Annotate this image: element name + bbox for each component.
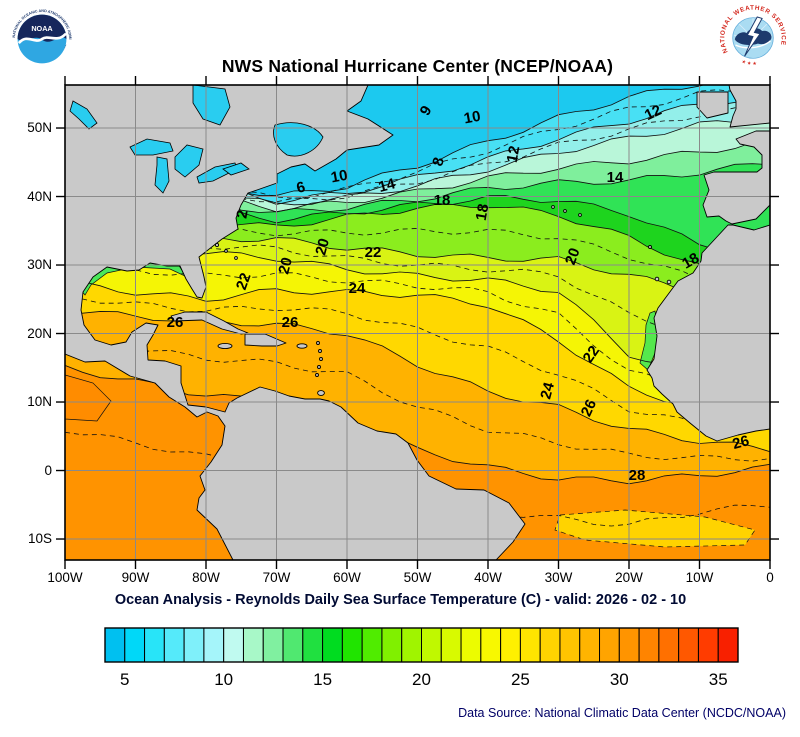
- land-britain: [728, 85, 770, 128]
- svg-text:10: 10: [463, 108, 482, 128]
- lake-winnipeg: [69, 100, 98, 130]
- svg-text:18: 18: [473, 203, 493, 222]
- svg-text:26: 26: [578, 397, 600, 419]
- svg-text:22: 22: [580, 343, 603, 366]
- land-france-iberia: [702, 130, 770, 225]
- colorbar-label-30: 30: [609, 670, 629, 689]
- land-africa: [646, 224, 770, 442]
- lake-ontario: [222, 162, 250, 176]
- lon-label-0: 0: [766, 570, 774, 585]
- svg-text:22: 22: [233, 271, 255, 292]
- land-cuba: [170, 311, 249, 335]
- axis-ticks: [56, 76, 779, 569]
- nws-ring-stars: ★ ★ ★: [741, 59, 758, 67]
- graticule: [65, 85, 770, 560]
- lon-label-50W: 50W: [403, 570, 432, 585]
- map-caption: Ocean Analysis - Reynolds Daily Sea Surf…: [114, 592, 687, 608]
- lon-label-30W: 30W: [544, 570, 573, 585]
- lakes-and-bays: [69, 85, 324, 194]
- svg-text:2: 2: [233, 209, 251, 220]
- land-small-islands: [214, 205, 672, 396]
- svg-text:24: 24: [537, 380, 558, 401]
- svg-text:14: 14: [607, 169, 624, 186]
- colorbar-label-20: 20: [412, 670, 431, 689]
- lon-label-90W: 90W: [121, 570, 150, 585]
- svg-text:26: 26: [167, 314, 184, 331]
- nws-logo: NATIONAL WEATHER SERVICE ★ ★ ★: [718, 3, 788, 73]
- map-frame: [64, 84, 771, 561]
- svg-text:20: 20: [562, 246, 584, 267]
- lon-label-10W: 10W: [685, 570, 714, 585]
- lat-label-0: 0: [44, 462, 52, 478]
- lat-label-10S: 10S: [27, 531, 52, 547]
- noaa-wordmark: NOAA: [31, 24, 53, 33]
- noaa-logo: NATIONAL OCEANIC AND ATMOSPHERIC ADMINIS…: [9, 6, 75, 72]
- colorbar-label-5: 5: [120, 670, 130, 689]
- svg-text:20: 20: [275, 256, 296, 277]
- land-ireland: [696, 91, 729, 119]
- svg-text:12: 12: [642, 102, 664, 124]
- lat-label-30N: 30N: [27, 257, 52, 273]
- lake-huron: [174, 144, 204, 178]
- svg-text:14: 14: [377, 175, 398, 196]
- svg-text:20: 20: [312, 237, 333, 258]
- colorbar-label-15: 15: [313, 670, 333, 689]
- hudson-james-bay: [192, 85, 231, 126]
- svg-text:22: 22: [365, 244, 382, 261]
- lon-label-80W: 80W: [192, 570, 220, 585]
- page-title: NWS National Hurricane Center (NCEP/NOAA…: [221, 56, 614, 76]
- lon-label-60W: 60W: [333, 570, 361, 585]
- lon-label-20W: 20W: [615, 570, 643, 585]
- land-puertorico: [296, 343, 308, 349]
- gulf-st-lawrence: [273, 122, 324, 157]
- lat-label-10N: 10N: [27, 394, 52, 410]
- lon-label-100W: 100W: [47, 570, 83, 585]
- land-masses: [65, 85, 770, 560]
- svg-text:18: 18: [679, 250, 702, 273]
- lon-label-40W: 40W: [474, 570, 502, 585]
- land-jamaica: [217, 342, 233, 350]
- lat-label-20N: 20N: [27, 325, 52, 341]
- svg-text:10: 10: [330, 167, 349, 187]
- colorbar-label-25: 25: [510, 670, 530, 689]
- lat-label-40N: 40N: [27, 188, 52, 204]
- nws-lightning-icon: [744, 16, 763, 57]
- svg-text:18: 18: [434, 192, 451, 209]
- data-source-note: Data Source: National Climatic Data Cent…: [458, 706, 786, 720]
- lat-label-50N: 50N: [27, 120, 52, 136]
- svg-text:24: 24: [349, 280, 366, 297]
- svg-text:28: 28: [629, 467, 646, 484]
- colorbar-label-10: 10: [214, 670, 234, 689]
- svg-text:26: 26: [282, 314, 299, 331]
- colorbar-label-35: 35: [708, 670, 728, 689]
- svg-text:26: 26: [731, 432, 752, 453]
- sst-local-patches: [65, 258, 756, 548]
- noaa-emblem-sky: [17, 14, 67, 42]
- lake-michigan: [154, 156, 170, 194]
- svg-text:12: 12: [504, 145, 524, 164]
- nws-wave-icon: [735, 40, 771, 49]
- noaa-seagull-icon: [18, 33, 67, 44]
- colorbar: [104, 627, 739, 663]
- lon-label-70W: 70W: [262, 570, 291, 585]
